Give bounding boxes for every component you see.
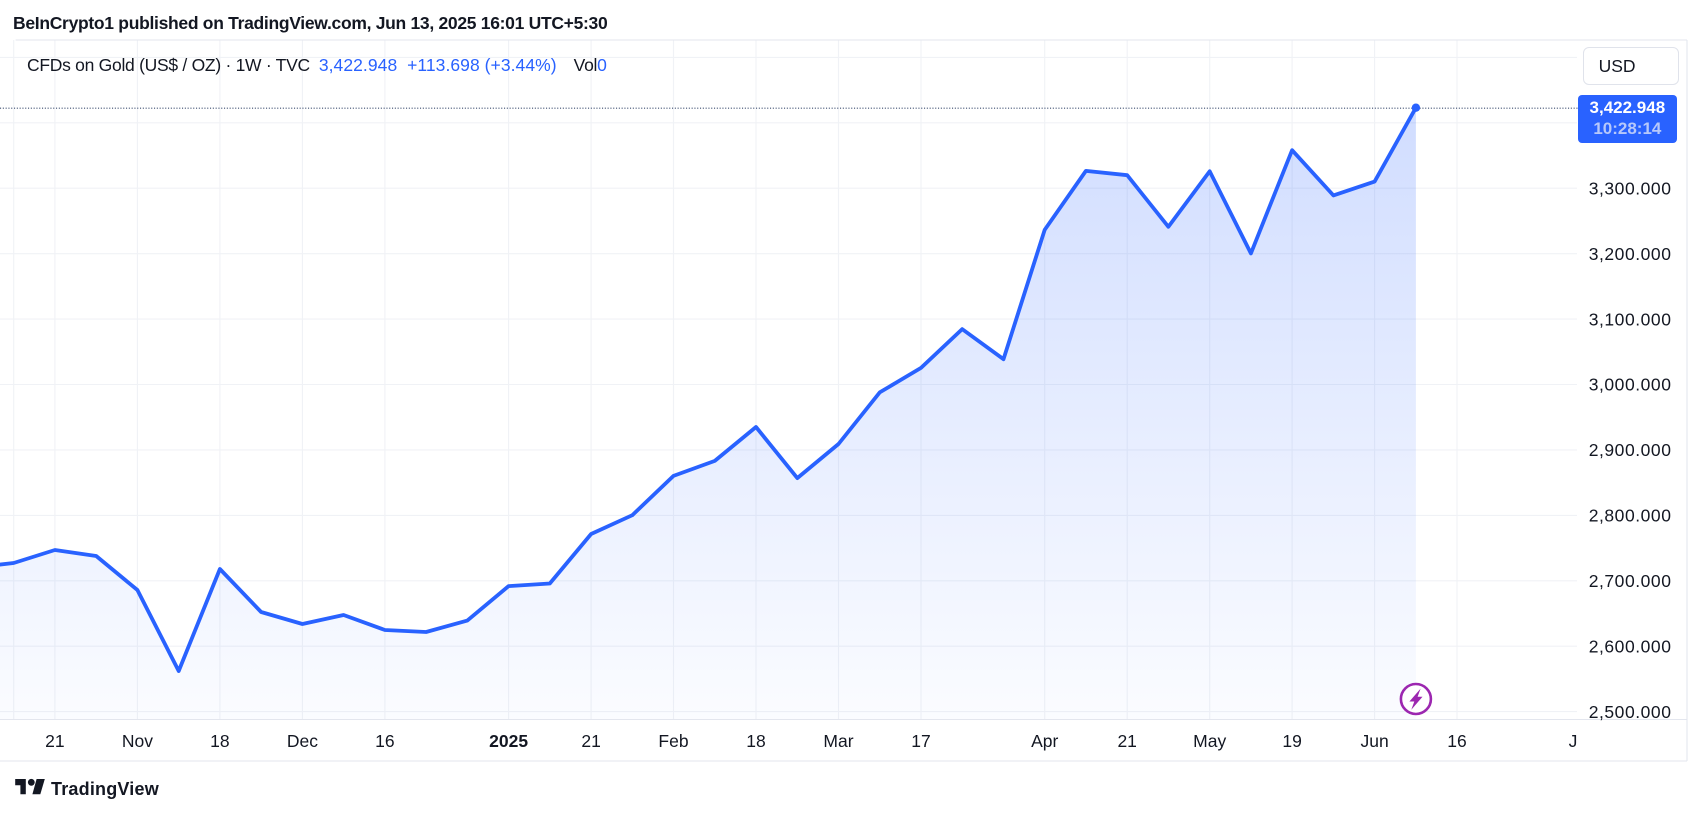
svg-text:21: 21 <box>45 731 64 751</box>
svg-text:Apr: Apr <box>1031 731 1058 751</box>
svg-text:21: 21 <box>1117 731 1136 751</box>
svg-text:3,100.000: 3,100.000 <box>1589 309 1672 329</box>
svg-text:2025: 2025 <box>489 731 528 751</box>
svg-text:3,000.000: 3,000.000 <box>1589 375 1672 395</box>
svg-text:2,700.000: 2,700.000 <box>1589 571 1672 591</box>
svg-text:2,500.000: 2,500.000 <box>1589 702 1672 722</box>
svg-text:J: J <box>1569 731 1578 751</box>
svg-text:2,800.000: 2,800.000 <box>1589 506 1672 526</box>
svg-text:16: 16 <box>1447 731 1466 751</box>
svg-text:Dec: Dec <box>287 731 318 751</box>
svg-text:Jun: Jun <box>1360 731 1388 751</box>
svg-text:18: 18 <box>746 731 765 751</box>
svg-text:Nov: Nov <box>122 731 153 751</box>
svg-text:17: 17 <box>911 731 930 751</box>
svg-text:3,300.000: 3,300.000 <box>1589 178 1672 198</box>
svg-text:16: 16 <box>375 731 394 751</box>
svg-text:2,600.000: 2,600.000 <box>1589 636 1672 656</box>
svg-text:May: May <box>1193 731 1226 751</box>
svg-text:Mar: Mar <box>823 731 853 751</box>
svg-text:21: 21 <box>581 731 600 751</box>
svg-text:3,200.000: 3,200.000 <box>1589 244 1672 264</box>
svg-text:19: 19 <box>1282 731 1301 751</box>
svg-text:Feb: Feb <box>658 731 688 751</box>
svg-text:18: 18 <box>210 731 229 751</box>
svg-text:2,900.000: 2,900.000 <box>1589 440 1672 460</box>
